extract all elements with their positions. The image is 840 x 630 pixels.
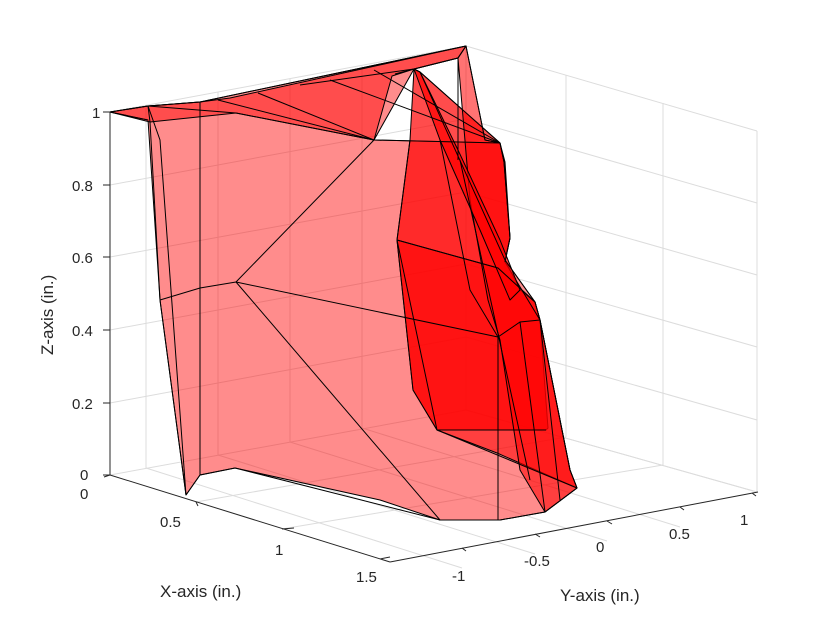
red-surface xyxy=(109,45,578,521)
x-tick: 1.5 xyxy=(356,569,377,586)
z-tick: 0.6 xyxy=(72,250,93,267)
z-tick: 1 xyxy=(92,105,100,122)
y-axis-label: Y-axis (in.) xyxy=(560,586,640,605)
y-tick: 0 xyxy=(596,539,604,556)
x-axis-line xyxy=(109,474,391,563)
axes-lines xyxy=(103,111,759,563)
z-axis-label: Z-axis (in.) xyxy=(38,275,57,355)
x-tick: 1 xyxy=(275,542,283,559)
z-tick: 0.8 xyxy=(72,178,93,195)
z-tick: 0.2 xyxy=(72,396,93,413)
y-axis-line xyxy=(389,491,759,563)
x-tick: 0 xyxy=(80,486,88,503)
z-tick: 0.4 xyxy=(72,323,93,340)
x-tick-labels: 0 0.5 1 1.5 xyxy=(80,486,377,586)
y-tick-labels: -1 -0.5 0 0.5 1 xyxy=(452,512,748,585)
z-tick: 0 xyxy=(80,467,88,484)
y-tick: -0.5 xyxy=(524,553,550,570)
z-tick-labels: 1 0.8 0.6 0.4 0.2 0 xyxy=(72,105,100,484)
y-tick: 1 xyxy=(740,512,748,529)
y-tick: -1 xyxy=(452,568,465,585)
x-axis-label: X-axis (in.) xyxy=(160,582,241,601)
y-tick: 0.5 xyxy=(669,526,690,543)
mesh-edges xyxy=(109,45,578,521)
x-tick: 0.5 xyxy=(160,514,181,531)
